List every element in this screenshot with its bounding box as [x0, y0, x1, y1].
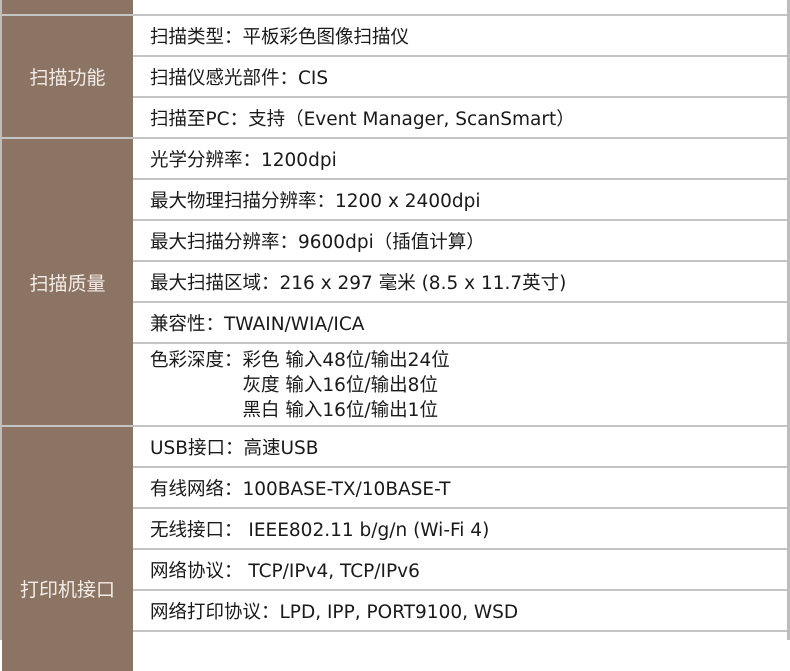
- table-border: [787, 0, 790, 640]
- spec-row: 最大扫描分辨率：9600dpi（插值计算）: [133, 219, 790, 260]
- spec-row-color-depth: 色彩深度： 彩色 输入48位/输出24位 灰度 输入16位/输出8位 黑白 输入…: [133, 342, 790, 425]
- color-depth-line: 彩色 输入48位/输出24位: [242, 350, 450, 371]
- category-label: 打印机接口: [2, 427, 133, 671]
- spec-row: 扫描至PC：支持（Event Manager, ScanSmart）: [133, 96, 790, 137]
- category-cell: [2, 0, 133, 14]
- spec-group-scan-function: 扫描功能 扫描类型：平板彩色图像扫描仪 扫描仪感光部件：CIS 扫描至PC：支持…: [2, 14, 790, 137]
- spec-row: 无线接口： IEEE802.11 b/g/n (Wi-Fi 4): [133, 507, 790, 548]
- spec-group-printer-interface: 打印机接口 USB接口：高速USB 有线网络：100BASE-TX/10BASE…: [2, 425, 790, 671]
- spec-row: 兼容性：TWAIN/WIA/ICA: [133, 301, 790, 342]
- spec-row: 最大物理扫描分辨率：1200 x 2400dpi: [133, 178, 790, 219]
- spec-row: 扫描类型：平板彩色图像扫描仪: [150, 26, 410, 48]
- spec-row: 最大扫描区域：216 x 297 毫米 (8.5 x 11.7英寸): [133, 260, 790, 301]
- spec-row: 网络协议： TCP/IPv4, TCP/IPv6: [133, 548, 790, 589]
- category-label: 扫描质量: [2, 139, 133, 425]
- color-depth-label: 色彩深度：: [150, 350, 243, 371]
- spec-group-previous: [2, 0, 790, 14]
- color-depth-line: 黑白 输入16位/输出1位: [242, 400, 438, 421]
- category-label: 扫描功能: [2, 16, 133, 137]
- spec-group-scan-quality: 扫描质量 光学分辨率：1200dpi 最大物理扫描分辨率：1200 x 2400…: [2, 137, 790, 425]
- spec-row: 光学分辨率：1200dpi: [150, 149, 337, 171]
- spec-row: 扫描仪感光部件：CIS: [133, 55, 790, 96]
- spec-row: 有线网络：100BASE-TX/10BASE-T: [133, 466, 790, 507]
- spec-row-partial: [133, 630, 790, 671]
- spec-row: 网络打印协议：LPD, IPP, PORT9100, WSD: [133, 589, 790, 630]
- color-depth-line: 灰度 输入16位/输出8位: [242, 375, 438, 396]
- spec-row: USB接口：高速USB: [150, 437, 319, 459]
